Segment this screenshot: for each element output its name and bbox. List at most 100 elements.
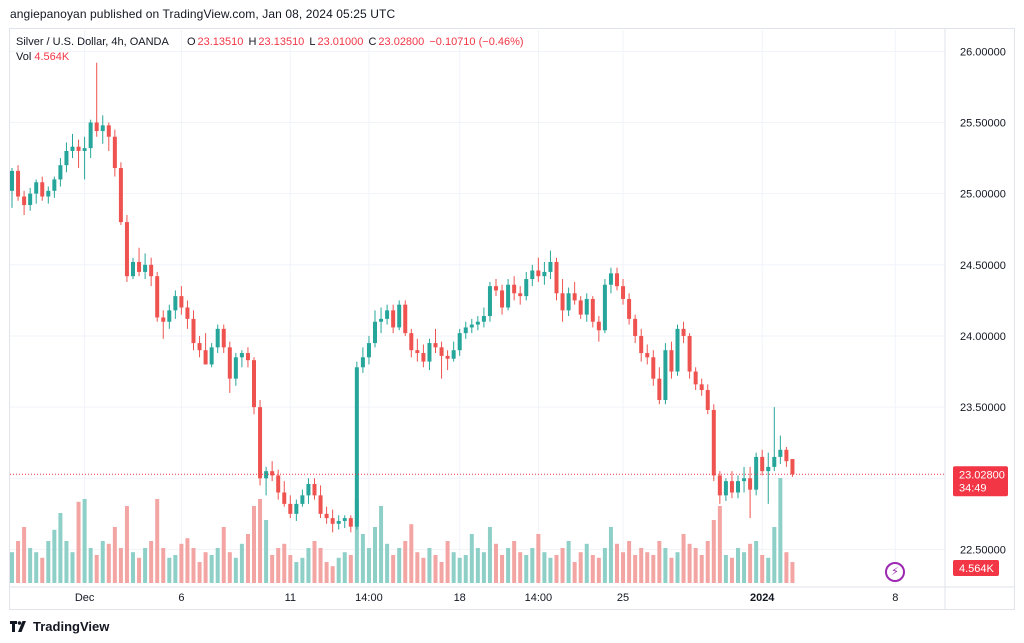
volume-bar	[28, 548, 33, 583]
close-key: C	[368, 36, 377, 48]
volume-bar	[185, 538, 190, 583]
volume-bar	[64, 541, 69, 583]
x-tick-label: 25	[617, 592, 629, 604]
volume-key[interactable]: Vol	[16, 51, 32, 63]
volume-bar	[687, 543, 692, 583]
candle-body	[379, 318, 384, 322]
candle-body	[318, 495, 323, 514]
candle-body	[506, 284, 511, 308]
volume-bar	[385, 543, 390, 583]
candle-body	[451, 350, 456, 359]
open-key: O	[186, 36, 196, 48]
candle-body	[439, 347, 444, 356]
volume-bar	[760, 555, 765, 583]
candle-body	[64, 150, 69, 166]
symbol-title[interactable]: Silver / U.S. Dollar, 4h, OANDA	[16, 36, 169, 48]
volume-bar	[784, 552, 789, 583]
volume-bar	[239, 543, 244, 583]
volume-bar	[179, 543, 184, 583]
candle-body	[711, 409, 716, 476]
candle-body	[457, 333, 462, 351]
candle-body	[209, 347, 214, 365]
volume-bar	[258, 499, 263, 583]
candle-body	[518, 293, 523, 297]
volume-bar	[524, 555, 529, 583]
volume-bar	[596, 557, 601, 583]
volume-bar	[500, 555, 505, 583]
candle-body	[245, 353, 250, 361]
candle-body	[633, 318, 638, 336]
volume-bar	[306, 548, 311, 583]
volume-bar	[693, 548, 698, 583]
volume-bar	[46, 541, 51, 583]
volume-bar	[736, 548, 740, 583]
candle-body	[306, 483, 311, 496]
y-tick-label: 23.50000	[960, 402, 1006, 414]
last-price-label-box	[953, 466, 1008, 497]
candle-body	[602, 284, 607, 331]
last-price-label: 23.02800	[959, 469, 1005, 481]
lightning-icon[interactable]: ⚡︎	[885, 562, 905, 582]
volume-bar	[161, 548, 166, 583]
volume-bar	[621, 552, 626, 583]
volume-bar	[445, 541, 450, 583]
volume-bar	[276, 548, 281, 583]
published-caption: angiepanoyan published on TradingView.co…	[10, 7, 396, 21]
candle-body	[252, 360, 256, 408]
volume-bar	[554, 555, 559, 583]
tradingview-brand[interactable]: TradingView	[10, 619, 109, 634]
volume-bar	[209, 555, 214, 583]
candle-body	[663, 350, 668, 400]
candle-body	[330, 518, 335, 524]
candle-body	[584, 298, 589, 315]
volume-bar	[657, 541, 662, 583]
volume-bar	[312, 541, 317, 583]
volume-bar	[506, 548, 511, 583]
volume-bar	[143, 548, 148, 583]
candle-body	[203, 350, 208, 365]
volume-bar	[608, 527, 613, 583]
candle-body	[354, 367, 359, 527]
candle-body	[639, 335, 644, 354]
candle-body	[536, 270, 541, 277]
volume-bar	[197, 562, 202, 583]
volume-bar	[245, 534, 250, 583]
candle-body	[475, 321, 480, 325]
volume-bar	[602, 548, 607, 583]
volume-bar	[729, 557, 734, 583]
candle-body	[52, 179, 57, 191]
volume-bar	[137, 557, 142, 583]
candle-body	[421, 353, 426, 362]
candle-body	[149, 264, 154, 277]
volume-bar	[427, 548, 432, 583]
volume-bar	[354, 499, 359, 583]
candle-body	[723, 481, 728, 496]
low-key: L	[309, 36, 316, 48]
volume-bar	[530, 548, 535, 583]
volume-bar	[669, 557, 674, 583]
x-tick-label: 11	[285, 592, 296, 604]
candle-body	[548, 261, 553, 272]
candle-body	[10, 170, 14, 191]
volume-bar	[215, 548, 220, 583]
volume-label: 4.564K	[959, 563, 995, 575]
candle-body	[276, 475, 281, 493]
change-value: −0.10710 (−0.46%)	[429, 36, 524, 48]
volume-bar	[173, 555, 178, 583]
close-value: 23.02800	[378, 36, 425, 48]
volume-bar	[415, 552, 420, 583]
candle-body	[669, 350, 674, 372]
candle-body	[760, 456, 765, 472]
candle-body	[481, 316, 486, 322]
volume-bar	[560, 548, 565, 583]
candle-body	[645, 353, 650, 358]
volume-bar	[76, 501, 81, 583]
candle-body	[784, 449, 789, 462]
candle-body	[463, 327, 468, 334]
countdown-label: 34:49	[959, 482, 987, 494]
candle-body	[754, 456, 759, 490]
candle-body	[131, 261, 135, 277]
x-tick-label: 14:00	[355, 592, 383, 604]
open-value: 23.13510	[197, 36, 244, 48]
